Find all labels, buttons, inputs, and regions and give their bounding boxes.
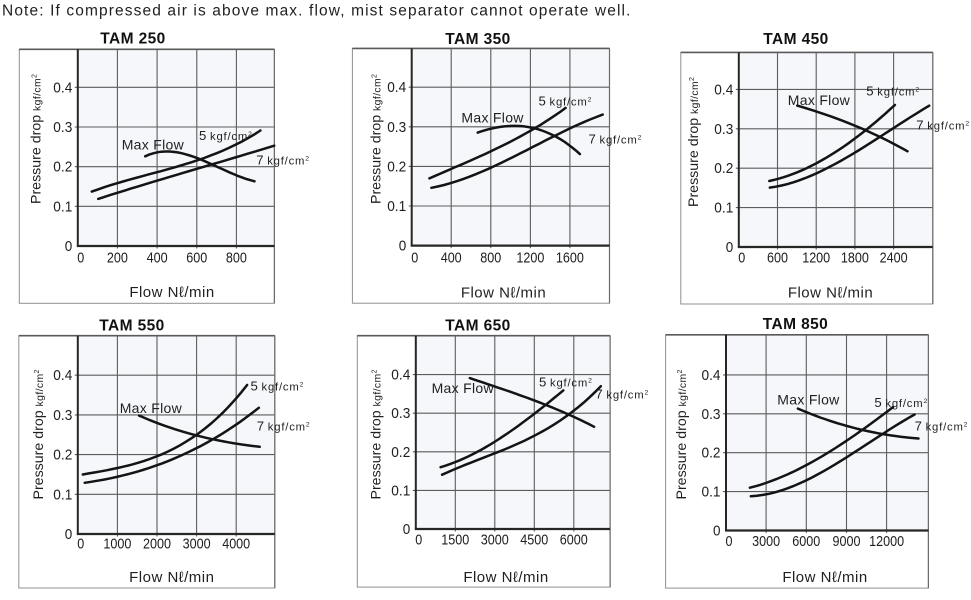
svg-text:7 kgf/cm2: 7 kgf/cm2: [595, 387, 648, 402]
svg-text:0.4: 0.4: [387, 79, 406, 96]
svg-text:3000: 3000: [481, 532, 509, 549]
svg-text:0.2: 0.2: [714, 160, 733, 177]
svg-text:6000: 6000: [792, 533, 820, 550]
svg-text:Pressure drop kgf/cm2: Pressure drop kgf/cm2: [28, 74, 44, 204]
svg-text:0.1: 0.1: [387, 198, 406, 215]
svg-text:0.2: 0.2: [387, 158, 406, 175]
svg-text:0: 0: [403, 521, 411, 538]
svg-text:Flow Nℓ/min: Flow Nℓ/min: [129, 569, 214, 586]
svg-text:0.1: 0.1: [714, 200, 733, 217]
svg-text:Flow Nℓ/min: Flow Nℓ/min: [782, 569, 867, 586]
svg-text:Flow Nℓ/min: Flow Nℓ/min: [463, 569, 548, 586]
svg-text:Max Flow: Max Flow: [461, 110, 524, 126]
svg-text:0.4: 0.4: [714, 81, 733, 98]
svg-text:TAM 550: TAM 550: [99, 318, 164, 335]
svg-text:5 kgf/cm2: 5 kgf/cm2: [199, 128, 252, 143]
svg-text:Note: If compressed air is abo: Note: If compressed air is above max. fl…: [2, 3, 632, 20]
svg-text:0: 0: [65, 526, 73, 543]
svg-text:5 kgf/cm2: 5 kgf/cm2: [539, 375, 592, 390]
svg-text:0.4: 0.4: [53, 79, 72, 96]
svg-text:0.2: 0.2: [53, 159, 72, 176]
svg-text:0: 0: [726, 533, 733, 550]
svg-text:9000: 9000: [833, 533, 861, 550]
svg-text:5 kgf/cm2: 5 kgf/cm2: [251, 379, 304, 394]
svg-text:0.3: 0.3: [702, 406, 721, 423]
svg-text:800: 800: [226, 250, 247, 267]
svg-text:0: 0: [65, 238, 73, 255]
svg-text:Pressure drop kgf/cm2: Pressure drop kgf/cm2: [369, 74, 385, 204]
svg-text:Flow Nℓ/min: Flow Nℓ/min: [461, 285, 546, 302]
svg-text:1000: 1000: [103, 535, 131, 552]
svg-text:0.3: 0.3: [53, 407, 72, 424]
svg-text:0.2: 0.2: [391, 444, 410, 461]
svg-text:600: 600: [767, 250, 788, 267]
svg-text:400: 400: [147, 250, 168, 267]
svg-text:600: 600: [186, 250, 207, 267]
svg-text:0.1: 0.1: [53, 198, 72, 215]
svg-text:6000: 6000: [560, 532, 588, 549]
svg-text:0.1: 0.1: [702, 484, 721, 501]
svg-text:0.1: 0.1: [53, 486, 72, 503]
svg-text:0: 0: [726, 239, 734, 256]
svg-text:2400: 2400: [880, 250, 908, 267]
svg-text:Flow Nℓ/min: Flow Nℓ/min: [129, 284, 214, 301]
svg-text:3000: 3000: [183, 535, 211, 552]
svg-text:0.3: 0.3: [53, 119, 72, 136]
svg-text:TAM 850: TAM 850: [763, 316, 828, 333]
svg-text:Max Flow: Max Flow: [120, 400, 183, 416]
svg-text:TAM 650: TAM 650: [445, 318, 510, 335]
svg-text:7 kgf/cm2: 7 kgf/cm2: [256, 153, 309, 168]
svg-text:Flow Nℓ/min: Flow Nℓ/min: [788, 285, 873, 302]
svg-text:1600: 1600: [556, 250, 584, 267]
svg-text:7 kgf/cm2: 7 kgf/cm2: [916, 118, 969, 133]
svg-text:5 kgf/cm2: 5 kgf/cm2: [539, 94, 592, 109]
svg-text:TAM 350: TAM 350: [445, 31, 510, 48]
svg-text:0.3: 0.3: [391, 405, 410, 422]
svg-text:1500: 1500: [441, 532, 469, 549]
svg-text:0.3: 0.3: [714, 121, 733, 138]
svg-text:0.4: 0.4: [391, 367, 410, 384]
svg-text:0: 0: [415, 532, 422, 549]
svg-text:Max Flow: Max Flow: [432, 380, 495, 396]
svg-text:0.2: 0.2: [53, 447, 72, 464]
svg-text:3000: 3000: [752, 533, 780, 550]
svg-text:0: 0: [738, 250, 745, 267]
svg-text:0: 0: [77, 535, 84, 552]
svg-text:400: 400: [441, 250, 462, 267]
svg-text:800: 800: [480, 250, 501, 267]
svg-text:TAM 450: TAM 450: [763, 31, 828, 48]
svg-text:TAM 250: TAM 250: [100, 31, 165, 48]
svg-text:12000: 12000: [869, 533, 904, 550]
svg-text:1200: 1200: [802, 250, 830, 267]
svg-text:Pressure drop kgf/cm2: Pressure drop kgf/cm2: [686, 77, 702, 207]
svg-text:0: 0: [399, 238, 407, 255]
svg-text:4000: 4000: [222, 535, 250, 552]
svg-text:0.3: 0.3: [387, 119, 406, 136]
svg-text:Pressure drop kgf/cm2: Pressure drop kgf/cm2: [674, 369, 690, 499]
svg-text:1200: 1200: [516, 250, 544, 267]
svg-text:0: 0: [411, 250, 418, 267]
svg-text:0.4: 0.4: [702, 367, 721, 384]
svg-text:0.4: 0.4: [53, 367, 72, 384]
svg-text:Pressure drop kgf/cm2: Pressure drop kgf/cm2: [369, 369, 385, 499]
svg-text:200: 200: [107, 250, 128, 267]
svg-text:Max Flow: Max Flow: [122, 137, 185, 153]
svg-text:7 kgf/cm2: 7 kgf/cm2: [257, 419, 310, 434]
svg-text:0: 0: [713, 523, 721, 540]
svg-text:5 kgf/cm2: 5 kgf/cm2: [866, 84, 919, 99]
svg-text:0.1: 0.1: [391, 482, 410, 499]
svg-text:1800: 1800: [841, 250, 869, 267]
svg-text:Pressure drop kgf/cm2: Pressure drop kgf/cm2: [31, 369, 47, 499]
svg-text:Max Flow: Max Flow: [777, 392, 840, 408]
svg-text:5 kgf/cm2: 5 kgf/cm2: [874, 395, 927, 410]
svg-text:7 kgf/cm2: 7 kgf/cm2: [589, 132, 642, 147]
svg-text:0: 0: [77, 250, 84, 267]
svg-text:7 kgf/cm2: 7 kgf/cm2: [915, 419, 968, 434]
svg-text:4500: 4500: [520, 532, 548, 549]
svg-text:Max Flow: Max Flow: [788, 92, 851, 108]
svg-text:2000: 2000: [143, 535, 171, 552]
svg-text:0.2: 0.2: [702, 445, 721, 462]
